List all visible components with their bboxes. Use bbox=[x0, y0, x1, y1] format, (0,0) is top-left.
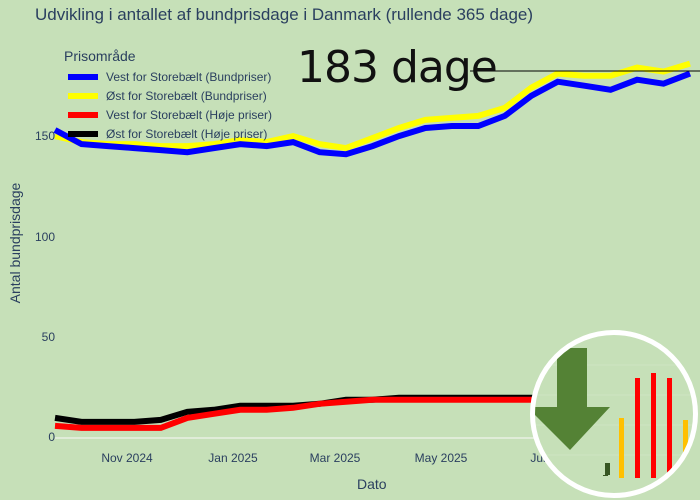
legend-swatch-blue bbox=[68, 73, 98, 80]
logo-badge bbox=[530, 330, 698, 498]
down-arrow-icon bbox=[535, 348, 610, 450]
series-vest-bund bbox=[53, 70, 692, 158]
legend-label: Øst for Storebælt (Bundpriser) bbox=[106, 88, 267, 103]
legend-item-vest-hoje[interactable]: Vest for Storebælt (Høje priser) bbox=[64, 105, 272, 124]
legend-item-ost-hoje[interactable]: Øst for Storebælt (Høje priser) bbox=[64, 124, 272, 143]
legend-swatch-red bbox=[68, 111, 98, 118]
legend-swatch-yellow bbox=[68, 92, 98, 99]
series-ost-bund bbox=[54, 60, 691, 152]
legend-label: Vest for Storebælt (Bundpriser) bbox=[106, 69, 272, 84]
y-tick-0: 0 bbox=[48, 430, 55, 444]
x-axis-label: Dato bbox=[357, 476, 387, 492]
legend: Prisområde Vest for Storebælt (Bundprise… bbox=[64, 48, 272, 143]
x-tick-mar-2025: Mar 2025 bbox=[309, 451, 361, 465]
legend-label: Vest for Storebælt (Høje priser) bbox=[106, 107, 273, 122]
legend-title: Prisområde bbox=[64, 48, 136, 64]
legend-item-vest-bund[interactable]: Vest for Storebælt (Bundpriser) bbox=[64, 67, 272, 86]
y-tick-50: 50 bbox=[41, 330, 55, 344]
y-tick-150: 150 bbox=[34, 129, 55, 143]
logo-icon bbox=[535, 348, 693, 478]
x-tick-jan-2025: Jan 2025 bbox=[208, 451, 258, 465]
chart-title: Udvikling i antallet af bundprisdage i D… bbox=[35, 5, 534, 24]
legend-item-ost-bund[interactable]: Øst for Storebælt (Bundpriser) bbox=[64, 86, 272, 105]
x-tick-may-2025: May 2025 bbox=[414, 451, 468, 465]
x-tick-nov-2024: Nov 2024 bbox=[101, 451, 153, 465]
legend-swatch-black bbox=[68, 130, 98, 137]
y-tick-100: 100 bbox=[34, 230, 55, 244]
legend-label: Øst for Storebælt (Høje priser) bbox=[106, 126, 268, 141]
annotation-183-dage: 183 dage bbox=[297, 42, 498, 93]
